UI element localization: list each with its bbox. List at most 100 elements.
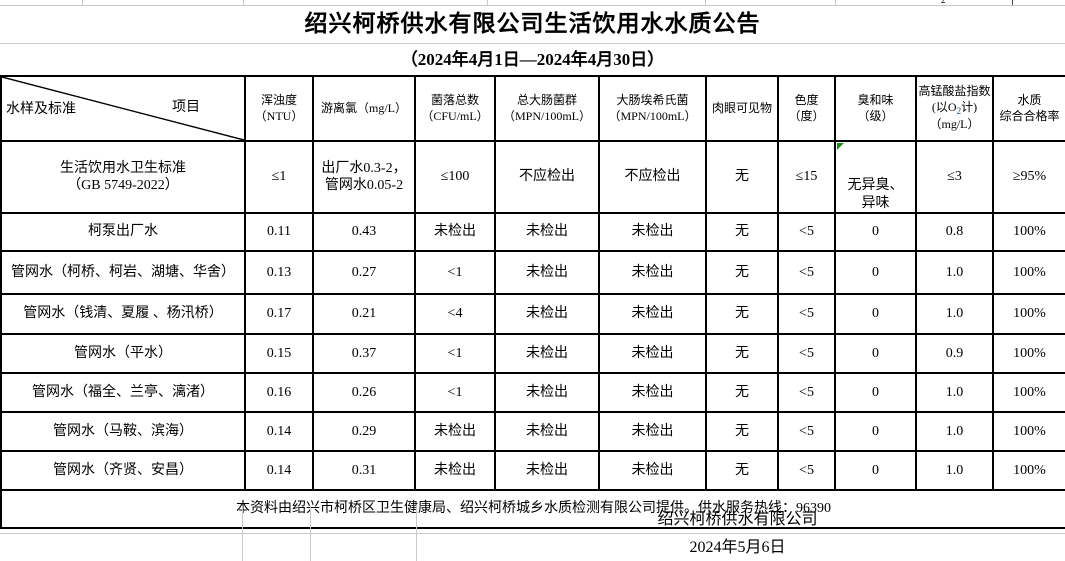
value-cell[interactable]: 未检出 (494, 411, 600, 452)
value-cell[interactable]: 未检出 (598, 333, 707, 374)
value-cell[interactable]: 1.0 (915, 250, 994, 295)
value-cell[interactable]: 100% (992, 212, 1065, 252)
header-cell-visible-matter[interactable]: 肉眼可见物 (705, 75, 779, 142)
corner-cell[interactable]: 水样及标准 项目 (0, 75, 246, 142)
value-cell[interactable]: 1.0 (915, 450, 994, 491)
value-cell[interactable]: 无 (705, 250, 779, 295)
sample-label-cell[interactable]: 管网水（平水） (0, 333, 246, 374)
value-cell[interactable]: 0 (834, 250, 917, 295)
value-cell[interactable]: <1 (414, 372, 496, 413)
value-cell[interactable]: 未检出 (598, 372, 707, 413)
sample-label-cell[interactable]: 管网水（马鞍、滨海） (0, 411, 246, 452)
value-cell[interactable]: <5 (777, 411, 836, 452)
value-cell[interactable]: 100% (992, 372, 1065, 413)
value-cell[interactable]: 0 (834, 293, 917, 335)
value-cell[interactable]: 100% (992, 250, 1065, 295)
value-cell[interactable]: 无 (705, 411, 779, 452)
value-cell[interactable]: 0 (834, 450, 917, 491)
value-cell[interactable]: 100% (992, 293, 1065, 335)
value-cell[interactable]: 未检出 (598, 250, 707, 295)
header-cell-permanganate[interactable]: 高锰酸盐指数(以O2计)（mg/L） (915, 75, 994, 142)
value-cell[interactable]: 无 (705, 293, 779, 335)
value-cell[interactable]: 0.9 (915, 333, 994, 374)
sample-label-cell[interactable]: 管网水（柯桥、柯岩、湖塘、华舍） (0, 250, 246, 295)
standard-cell[interactable]: ≤15 (777, 140, 836, 214)
value-cell[interactable]: 0.37 (312, 333, 416, 374)
value-cell[interactable]: 100% (992, 333, 1065, 374)
value-cell[interactable]: <5 (777, 450, 836, 491)
value-cell[interactable]: 未检出 (494, 333, 600, 374)
company-signature[interactable]: 绍兴柯桥供水有限公司 (657, 511, 818, 528)
standard-label-cell[interactable]: 生活饮用水卫生标准 （GB 5749-2022） (0, 140, 246, 214)
value-cell[interactable]: 未检出 (494, 450, 600, 491)
value-cell[interactable]: 0.16 (244, 372, 314, 413)
standard-cell[interactable]: 不应检出 (494, 140, 600, 214)
value-cell[interactable]: 0.26 (312, 372, 416, 413)
value-cell[interactable]: 0.43 (312, 212, 416, 252)
header-cell-ecoli[interactable]: 大肠埃希氏菌 （MPN/100mL） (598, 75, 707, 142)
header-cell-odor[interactable]: 臭和味 （级） (834, 75, 917, 142)
value-cell[interactable]: <1 (414, 333, 496, 374)
value-cell[interactable]: 1.0 (915, 372, 994, 413)
value-cell[interactable]: 0.13 (244, 250, 314, 295)
standard-cell[interactable]: 不应检出 (598, 140, 707, 214)
standard-cell[interactable]: ≤3 (915, 140, 994, 214)
header-cell-turbidity[interactable]: 浑浊度 （NTU） (244, 75, 314, 142)
value-cell[interactable]: 0.29 (312, 411, 416, 452)
value-cell[interactable]: 未检出 (414, 212, 496, 252)
value-cell[interactable]: 未检出 (598, 212, 707, 252)
value-cell[interactable]: <5 (777, 250, 836, 295)
header-cell-coliform[interactable]: 总大肠菌群 （MPN/100mL） (494, 75, 600, 142)
value-cell[interactable]: 0.11 (244, 212, 314, 252)
standard-cell[interactable]: 无 (705, 140, 779, 214)
header-cell-chlorine[interactable]: 游离氯（mg/L） (312, 75, 416, 142)
sample-label-cell[interactable]: 管网水（钱清、夏履 、杨汛桥） (0, 293, 246, 335)
value-cell[interactable]: 100% (992, 450, 1065, 491)
value-cell[interactable]: 0 (834, 212, 917, 252)
value-cell[interactable]: 无 (705, 333, 779, 374)
value-cell[interactable]: 0 (834, 333, 917, 374)
value-cell[interactable]: 0.14 (244, 450, 314, 491)
sample-label-cell[interactable]: 管网水（福全、兰亭、漓渚） (0, 372, 246, 413)
sample-label-cell[interactable]: 柯泵出厂水 (0, 212, 246, 252)
value-cell[interactable]: 未检出 (494, 372, 600, 413)
value-cell[interactable]: 未检出 (598, 293, 707, 335)
header-cell-colony-count[interactable]: 菌落总数 （CFU/mL） (414, 75, 496, 142)
value-cell[interactable]: 1.0 (915, 411, 994, 452)
value-cell[interactable]: 未检出 (494, 293, 600, 335)
value-cell[interactable]: 未检出 (598, 450, 707, 491)
value-cell[interactable]: <5 (777, 333, 836, 374)
value-cell[interactable]: <5 (777, 293, 836, 335)
value-cell[interactable]: 0 (834, 372, 917, 413)
header-cell-chroma[interactable]: 色度 （度） (777, 75, 836, 142)
value-cell[interactable]: <4 (414, 293, 496, 335)
value-cell[interactable]: <5 (777, 212, 836, 252)
standard-cell[interactable]: 出厂水0.3-2， 管网水0.05-2 (312, 140, 416, 214)
standard-cell[interactable]: ≤1 (244, 140, 314, 214)
value-cell[interactable]: 无 (705, 372, 779, 413)
note-cell[interactable]: 本资料由绍兴市柯桥区卫生健康局、绍兴柯桥城乡水质检测有限公司提供。供水服务热线：… (0, 489, 1065, 529)
value-cell[interactable]: 无 (705, 212, 779, 252)
announcement-period[interactable]: （2024年4月1日—2024年4月30日） (400, 50, 665, 69)
value-cell[interactable]: 0 (834, 411, 917, 452)
value-cell[interactable]: 1.0 (915, 293, 994, 335)
value-cell[interactable]: 未检出 (414, 450, 496, 491)
date-signature[interactable]: 2024年5月6日 (689, 539, 786, 556)
value-cell[interactable]: 100% (992, 411, 1065, 452)
header-cell-pass-rate[interactable]: 水质 综合合格率 (992, 75, 1065, 142)
value-cell[interactable]: <1 (414, 250, 496, 295)
value-cell[interactable]: 未检出 (494, 250, 600, 295)
value-cell[interactable]: 0.15 (244, 333, 314, 374)
value-cell[interactable]: 0.31 (312, 450, 416, 491)
value-cell[interactable]: 0.17 (244, 293, 314, 335)
standard-cell[interactable]: ≤100 (414, 140, 496, 214)
value-cell[interactable]: 0.27 (312, 250, 416, 295)
sample-label-cell[interactable]: 管网水（齐贤、安昌） (0, 450, 246, 491)
announcement-title[interactable]: 绍兴柯桥供水有限公司生活饮用水水质公告 (304, 11, 761, 36)
value-cell[interactable]: 未检出 (494, 212, 600, 252)
value-cell[interactable]: 未检出 (414, 411, 496, 452)
value-cell[interactable]: 0.14 (244, 411, 314, 452)
value-cell[interactable]: 0.8 (915, 212, 994, 252)
value-cell[interactable]: 未检出 (598, 411, 707, 452)
comment-indicator[interactable] (837, 143, 844, 150)
